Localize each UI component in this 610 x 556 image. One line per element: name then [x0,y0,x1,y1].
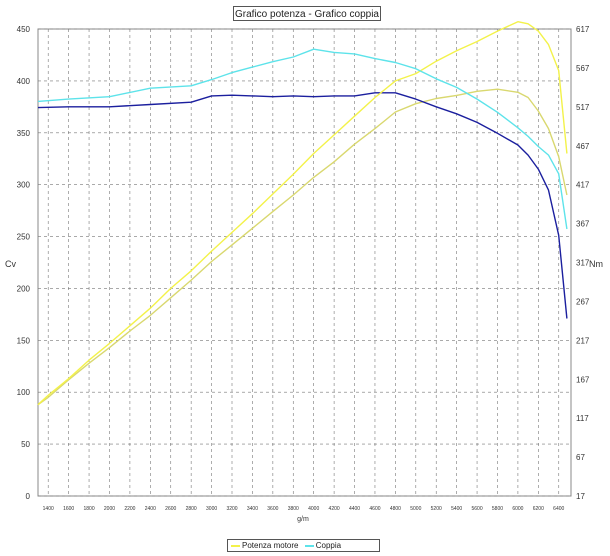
y-left-tick-label: 250 [17,233,31,242]
x-axis-label: g/m [297,516,309,523]
x-tick-label: 5600 [471,506,482,512]
y-axis-right: 17 67 117 167 217 267 317 367 417 467 517 567 617 [576,25,590,501]
y-left-tick-label: 400 [17,77,31,86]
legend-item-power: Potenza motore [231,540,298,551]
x-tick-label: 4400 [349,506,360,512]
y-left-tick-label: 150 [17,336,31,345]
y-right-tick-label: 317 [576,259,590,268]
x-axis: 1400 1600 1800 2000 2200 2400 2600 2800 3000 3200… [43,506,565,512]
chart-title: Grafico potenza - Grafico coppia [233,6,381,21]
x-tick-label: 4600 [369,506,380,512]
x-tick-label: 2400 [145,506,156,512]
y-right-tick-label: 117 [576,414,589,423]
plot-area [37,28,572,497]
x-tick-label: 3200 [226,506,237,512]
x-tick-label: 4800 [390,506,401,512]
power-line [37,21,568,406]
y-left-tick-label: 50 [21,440,30,449]
y-right-tick-label: 67 [576,453,585,462]
power-line-2 [37,88,568,406]
x-tick-label: 1400 [43,506,54,512]
x-tick-label: 3600 [267,506,278,512]
y-right-tick-label: 267 [576,297,590,306]
x-tick-label: 5200 [431,506,442,512]
legend-item-torque: Coppia [304,540,342,551]
y-left-tick-label: 100 [17,388,31,397]
y-right-tick-label: 367 [576,220,590,229]
y-axis-label-left: Cv [5,259,16,269]
x-tick-label: 4000 [308,506,319,512]
legend-swatch-torque [304,544,314,547]
x-tick-label: 2600 [165,506,176,512]
y-right-tick-label: 517 [576,103,590,112]
y-left-tick-label: 450 [17,25,31,34]
x-tick-label: 3000 [206,506,217,512]
x-tick-label: 6400 [553,506,564,512]
legend: Potenza motore Coppia [227,539,380,552]
x-tick-label: 5000 [410,506,421,512]
y-right-tick-label: 567 [576,64,590,73]
x-tick-label: 1800 [83,506,94,512]
y-right-tick-label: 217 [576,336,590,345]
y-right-tick-label: 467 [576,142,590,151]
x-tick-label: 2200 [124,506,135,512]
x-tick-label: 2000 [104,506,115,512]
y-left-tick-label: 200 [17,284,31,293]
y-axis-left: 0 50 100 150 200 250 300 350 400 450 [17,25,31,501]
x-tick-label: 1600 [63,506,74,512]
y-left-tick-label: 0 [26,492,31,501]
x-tick-label: 3800 [288,506,299,512]
legend-label-torque: Coppia [315,541,342,550]
x-tick-label: 6200 [533,506,544,512]
x-tick-label: 3400 [247,506,258,512]
series-lines [37,21,568,406]
y-right-tick-label: 17 [576,492,585,501]
legend-swatch-power [231,544,240,547]
y-right-tick-label: 417 [576,181,590,190]
y-right-tick-label: 617 [576,25,590,34]
x-tick-label: 6000 [512,506,523,512]
torque-line [37,48,568,230]
y-left-tick-label: 350 [17,129,31,138]
x-tick-label: 4200 [329,506,340,512]
x-tick-label: 2800 [186,506,197,512]
x-tick-label: 5800 [492,506,503,512]
x-tick-label: 5400 [451,506,462,512]
legend-label-power: Potenza motore [242,541,299,550]
y-right-tick-label: 167 [576,375,590,384]
y-left-tick-label: 300 [17,181,31,190]
y-axis-label-right: Nm [589,259,603,269]
torque-line-2 [37,92,568,319]
